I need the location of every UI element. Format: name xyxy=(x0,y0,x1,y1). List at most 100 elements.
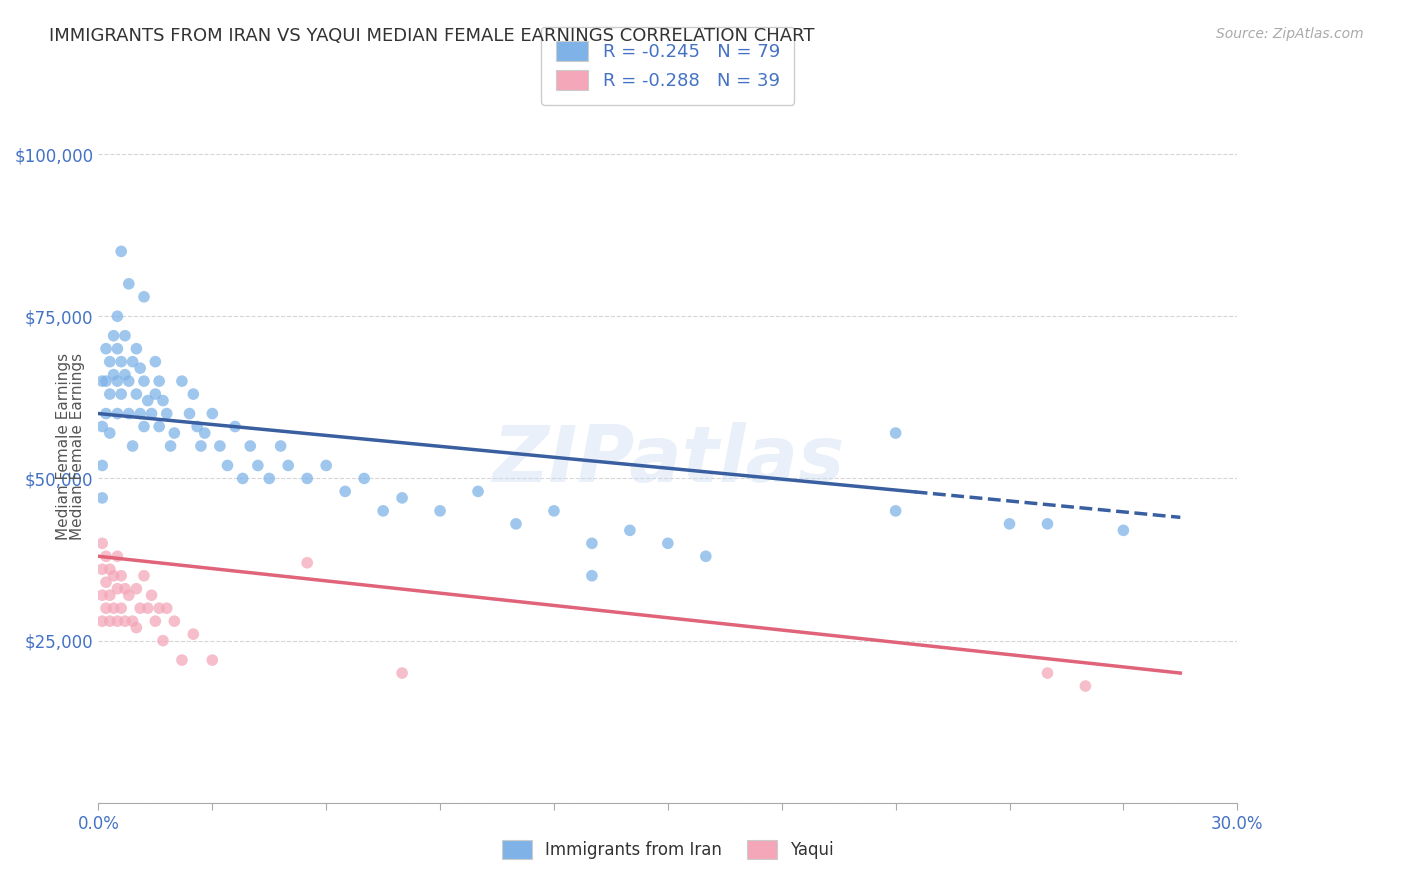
Point xyxy=(998,516,1021,531)
Point xyxy=(107,407,129,421)
Point xyxy=(156,407,179,421)
Point xyxy=(129,361,152,376)
Point xyxy=(98,354,121,368)
Point xyxy=(103,328,125,343)
Point xyxy=(190,439,212,453)
Point xyxy=(297,556,319,570)
Point xyxy=(170,653,193,667)
Point xyxy=(121,354,143,368)
Point xyxy=(429,504,451,518)
Point xyxy=(94,601,117,615)
Point xyxy=(103,568,125,582)
Point xyxy=(107,549,129,564)
Point xyxy=(125,582,148,596)
Point xyxy=(297,471,319,485)
Point xyxy=(145,387,167,401)
Point xyxy=(91,491,114,505)
Point xyxy=(107,614,129,628)
Point xyxy=(224,419,246,434)
Point xyxy=(118,407,141,421)
Point xyxy=(110,387,132,401)
Point xyxy=(107,582,129,596)
Point xyxy=(201,653,224,667)
Point xyxy=(183,627,205,641)
Point xyxy=(145,614,167,628)
Point xyxy=(103,368,125,382)
Point xyxy=(91,536,114,550)
Point xyxy=(132,290,155,304)
Point xyxy=(114,368,136,382)
Point xyxy=(179,407,201,421)
Point xyxy=(145,354,167,368)
Point xyxy=(91,562,114,576)
Point xyxy=(148,419,170,434)
Point xyxy=(136,393,159,408)
Point xyxy=(107,342,129,356)
Point xyxy=(114,582,136,596)
Text: Source: ZipAtlas.com: Source: ZipAtlas.com xyxy=(1216,27,1364,41)
Point xyxy=(183,387,205,401)
Point xyxy=(118,588,141,602)
Point xyxy=(110,601,132,615)
Point xyxy=(217,458,239,473)
Point xyxy=(98,387,121,401)
Point xyxy=(270,439,292,453)
Point xyxy=(170,374,193,388)
Point xyxy=(1074,679,1097,693)
Point xyxy=(505,516,527,531)
Point xyxy=(94,407,117,421)
Point xyxy=(1112,524,1135,538)
Point xyxy=(114,614,136,628)
Point xyxy=(186,419,208,434)
Point xyxy=(657,536,679,550)
Point xyxy=(141,407,163,421)
Point xyxy=(125,387,148,401)
Point xyxy=(98,425,121,440)
Point xyxy=(201,407,224,421)
Point xyxy=(353,471,375,485)
Point xyxy=(125,342,148,356)
Point xyxy=(94,374,117,388)
Point xyxy=(118,277,141,291)
Point xyxy=(98,562,121,576)
Point xyxy=(239,439,262,453)
Point xyxy=(152,633,174,648)
Point xyxy=(152,393,174,408)
Point xyxy=(1036,666,1059,681)
Point xyxy=(543,504,565,518)
Point xyxy=(121,614,143,628)
Point xyxy=(125,621,148,635)
Point xyxy=(110,244,132,259)
Point xyxy=(98,614,121,628)
Point xyxy=(159,439,181,453)
Point xyxy=(103,601,125,615)
Text: Median Female Earnings: Median Female Earnings xyxy=(56,352,70,540)
Y-axis label: Median Female Earnings: Median Female Earnings xyxy=(69,352,84,540)
Point xyxy=(194,425,217,440)
Point xyxy=(98,588,121,602)
Point xyxy=(208,439,231,453)
Point xyxy=(94,575,117,590)
Point xyxy=(110,568,132,582)
Point xyxy=(91,588,114,602)
Point xyxy=(118,374,141,388)
Point xyxy=(121,439,143,453)
Point xyxy=(581,568,603,582)
Point xyxy=(94,549,117,564)
Point xyxy=(132,419,155,434)
Point xyxy=(232,471,254,485)
Point xyxy=(156,601,179,615)
Point xyxy=(695,549,717,564)
Point xyxy=(91,614,114,628)
Point xyxy=(884,504,907,518)
Point xyxy=(129,407,152,421)
Point xyxy=(391,491,413,505)
Point xyxy=(107,374,129,388)
Point xyxy=(391,666,413,681)
Point xyxy=(163,425,186,440)
Point xyxy=(1036,516,1059,531)
Point xyxy=(141,588,163,602)
Point xyxy=(277,458,299,473)
Point xyxy=(91,419,114,434)
Text: ZIPatlas: ZIPatlas xyxy=(492,422,844,499)
